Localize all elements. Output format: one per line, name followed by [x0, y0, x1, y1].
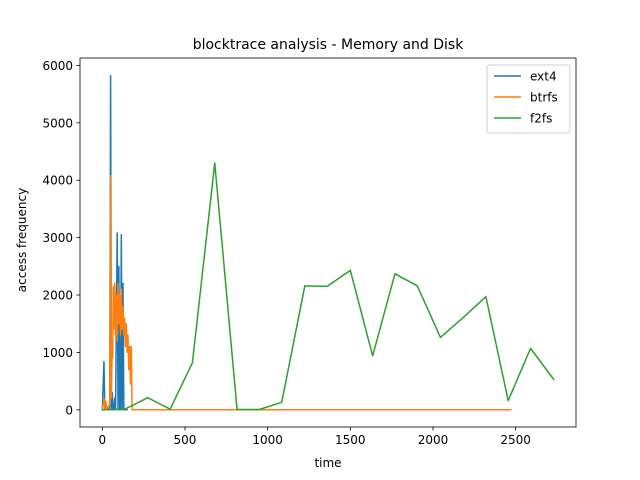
y-tick-label: 1000 [42, 346, 73, 360]
legend-box [486, 64, 571, 134]
legend-label-f2fs: f2fs [530, 112, 552, 126]
x-axis: 0 500 1000 1500 2000 2500 [98, 427, 531, 447]
y-tick-label: 3000 [42, 231, 73, 245]
legend-label-btrfs: btrfs [530, 91, 558, 105]
series-line-f2fs [101, 162, 555, 411]
chart-title: blocktrace analysis - Memory and Disk [193, 37, 465, 53]
x-tick-label: 1500 [335, 433, 366, 447]
y-tick-label: 6000 [42, 59, 73, 73]
x-tick-label: 2000 [418, 433, 449, 447]
x-tick-label: 500 [174, 433, 197, 447]
legend-label-ext4: ext4 [530, 70, 557, 84]
y-tick-label: 0 [65, 403, 73, 417]
y-tick-label: 5000 [42, 116, 73, 130]
series-line-btrfs [101, 174, 512, 411]
y-axis-label: access frequency [15, 188, 29, 292]
axes-frame [79, 57, 577, 428]
y-axis: 0 1000 2000 3000 4000 5000 6000 [42, 59, 80, 417]
x-tick-label: 0 [98, 433, 106, 447]
x-tick-label: 1000 [252, 433, 283, 447]
plot-area [79, 57, 577, 428]
legend: ext4 btrfs f2fs [486, 64, 571, 134]
y-tick-label: 4000 [42, 174, 73, 188]
x-axis-label: time [314, 456, 341, 470]
x-tick-label: 2500 [500, 433, 531, 447]
y-tick-label: 2000 [42, 289, 73, 303]
